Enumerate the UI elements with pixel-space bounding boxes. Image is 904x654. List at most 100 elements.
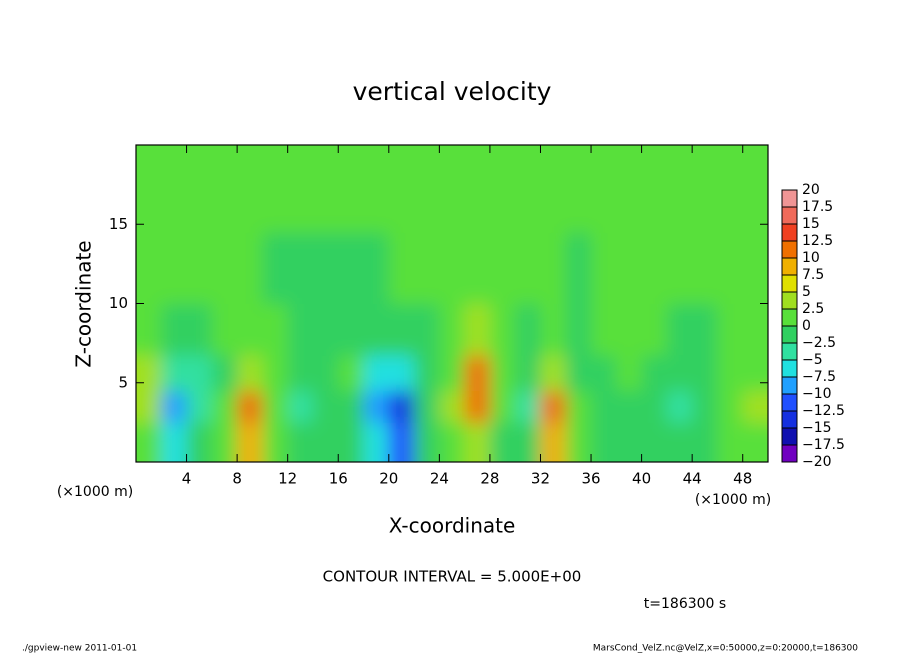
y-tick-label: 10 [109, 294, 128, 312]
cell [262, 145, 289, 233]
cell [439, 390, 466, 423]
cell [742, 145, 768, 233]
cell [262, 232, 289, 304]
cell [186, 145, 213, 233]
cell [692, 355, 718, 392]
cell [211, 303, 238, 356]
x-tick-label: 36 [581, 470, 600, 488]
cell [717, 232, 744, 304]
cell [237, 422, 263, 462]
cell [641, 422, 668, 462]
cell [591, 390, 617, 423]
cell [287, 390, 314, 423]
cell [439, 145, 466, 233]
cell [338, 232, 365, 304]
cell [439, 355, 466, 392]
cells [136, 145, 768, 462]
colorbar-label: −20 [802, 454, 832, 470]
colorbar-label: −17.5 [802, 437, 845, 453]
cell [515, 232, 541, 304]
cell [363, 303, 390, 356]
x-tick-label: 40 [632, 470, 651, 488]
cell [414, 232, 440, 304]
cell [136, 422, 162, 462]
colorbar-bin [782, 292, 797, 309]
cell [237, 232, 263, 304]
cell [312, 422, 339, 462]
cell [287, 422, 314, 462]
cell [338, 303, 365, 356]
cell [388, 422, 415, 462]
cell [742, 422, 768, 462]
cell [742, 390, 768, 423]
cell [565, 422, 592, 462]
cell [464, 355, 491, 392]
colorbar-label: −7.5 [802, 369, 836, 385]
y-unit: (×1000 m) [57, 484, 133, 500]
colorbar-label: 0 [802, 318, 811, 334]
colorbar-label: −5 [802, 352, 823, 368]
cell [489, 422, 516, 462]
cell [464, 145, 491, 233]
cell [591, 303, 617, 356]
cell [616, 303, 643, 356]
cell [388, 232, 415, 304]
cell [489, 355, 516, 392]
cell [666, 232, 693, 304]
colorbar-label: 20 [802, 182, 820, 198]
cell [742, 355, 768, 392]
cell [489, 145, 516, 233]
cell [237, 355, 263, 392]
cell [591, 422, 617, 462]
cell [363, 145, 390, 233]
cell [540, 232, 567, 304]
cell [186, 355, 213, 392]
cell [565, 303, 592, 356]
cell [287, 145, 314, 233]
cell [237, 303, 263, 356]
cell [616, 145, 643, 233]
cell [439, 422, 466, 462]
cell [161, 390, 188, 423]
x-tick-label: 48 [733, 470, 752, 488]
colorbar-bin [782, 224, 797, 241]
cell [641, 303, 668, 356]
cell [464, 232, 491, 304]
cell [692, 145, 718, 233]
colorbar-label: 12.5 [802, 233, 833, 249]
cell [540, 390, 567, 423]
time-label: t=186300 s [644, 596, 726, 612]
x-tick-label: 28 [480, 470, 499, 488]
cell [312, 355, 339, 392]
cell [489, 390, 516, 423]
cell [161, 232, 188, 304]
colorbar-bin [782, 241, 797, 258]
cell [136, 145, 162, 233]
cell [211, 390, 238, 423]
cell [414, 145, 440, 233]
cell [363, 422, 390, 462]
cell [363, 355, 390, 392]
colorbar-bin [782, 275, 797, 292]
cell [591, 232, 617, 304]
cell [186, 232, 213, 304]
cell [237, 390, 263, 423]
colorbar-label: 17.5 [802, 199, 833, 215]
x-axis-label: X-coordinate [389, 514, 516, 538]
y-tick-label: 15 [109, 215, 128, 233]
cell [211, 145, 238, 233]
colorbar-label: 2.5 [802, 301, 824, 317]
cell [262, 390, 289, 423]
colorbar-label: −12.5 [802, 403, 845, 419]
cell [616, 355, 643, 392]
cell [312, 232, 339, 304]
chart-title: vertical velocity [353, 77, 552, 106]
colorbar-bin [782, 377, 797, 394]
x-tick-label: 32 [531, 470, 550, 488]
cell [363, 390, 390, 423]
cell [515, 303, 541, 356]
colorbar-bin [782, 190, 797, 207]
cell [388, 303, 415, 356]
cell [414, 390, 440, 423]
footer-left: ./gpview-new 2011-01-01 [22, 644, 137, 654]
